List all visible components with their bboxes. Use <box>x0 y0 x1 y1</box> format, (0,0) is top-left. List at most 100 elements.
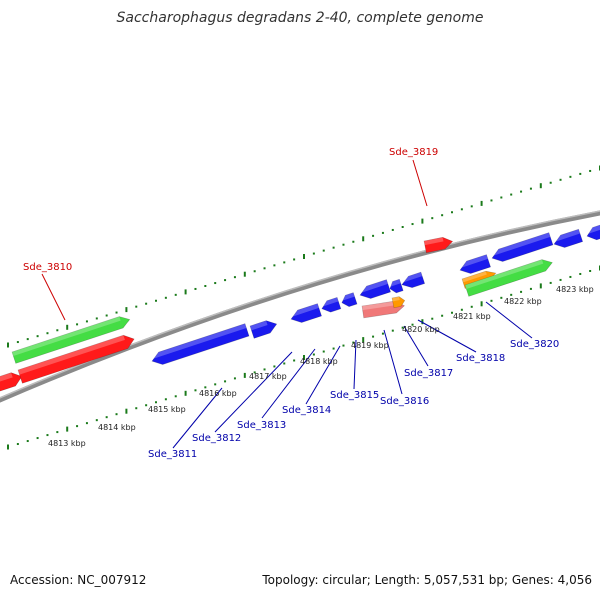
gene-blue-4-body <box>321 296 342 313</box>
sde3812-label: Sde_3812 <box>192 433 241 444</box>
gene-blue-3-shine <box>289 303 319 318</box>
sde3819-label: Sde_3819 <box>389 147 438 158</box>
page-title: Saccharophagus degradans 2-40, complete … <box>116 10 484 26</box>
sde3820-leader <box>485 301 533 339</box>
scale-label: 4817 kbp <box>249 372 287 381</box>
gene-red-left-edge <box>0 372 23 392</box>
gene-blue-7 <box>388 278 404 294</box>
gene-blue-10-body <box>491 232 554 262</box>
scale-label: 4820 kbp <box>402 325 440 334</box>
gene-blue-3-body <box>290 303 322 323</box>
sde3810-leader <box>41 273 66 321</box>
gene-blue-8-body <box>401 271 426 288</box>
sde3817-leader <box>403 325 429 367</box>
gene-blue-9-body <box>459 254 491 274</box>
sde3819-leader <box>412 159 428 207</box>
scale-label: 4823 kbp <box>556 285 594 294</box>
scale-label: 4822 kbp <box>504 297 542 306</box>
gene-orange-small-shine <box>392 296 400 302</box>
gene-sde3810-red-body <box>17 334 135 384</box>
scale-label: 4814 kbp <box>98 423 136 432</box>
sde3811-label: Sde_3811 <box>148 449 197 460</box>
gene-green-right-shine <box>465 259 544 289</box>
gene-red-left-edge-shine <box>0 372 13 383</box>
gene-blue-11-shine <box>552 229 581 243</box>
gene-sde3810-red <box>17 334 135 384</box>
label-leader-lines <box>41 159 533 449</box>
gene-blue-1-body <box>151 323 250 365</box>
sde3814-leader <box>305 345 341 405</box>
scale-label: 4816 kbp <box>199 389 237 398</box>
gene-blue-4-shine <box>320 297 339 307</box>
sde3812-leader <box>214 351 293 433</box>
gene-blue-1-shine <box>150 323 247 360</box>
gene-blue-9-shine <box>458 254 488 269</box>
gene-sde3819-red-body <box>423 236 454 254</box>
backbone-line <box>0 210 600 403</box>
sde3816-label: Sde_3816 <box>380 396 429 407</box>
gene-blue-12 <box>585 223 600 241</box>
gene-blue-5 <box>340 292 358 307</box>
gene-blue-10-shine <box>490 232 551 257</box>
sde3818-leader <box>417 319 477 353</box>
gene-blue-11 <box>552 228 584 248</box>
gene-blue-11-body <box>553 228 584 248</box>
gene-blue-12-shine <box>585 223 600 235</box>
gene-sde3810-red-shine <box>18 335 125 375</box>
backbone-highlight <box>0 210 600 399</box>
gene-blue-1 <box>150 323 250 365</box>
sde3810-label: Sde_3810 <box>23 262 72 273</box>
sde3815-leader <box>353 339 357 390</box>
tick-rows <box>7 165 600 450</box>
scale-label: 4819 kbp <box>351 341 389 350</box>
scale-labels: 4813 kbp 4814 kbp 4815 kbp 4816 kbp 4817 kbp… <box>48 285 594 448</box>
sde3811-leader <box>172 387 223 449</box>
gene-pink-shine <box>362 301 396 311</box>
gene-blue-7-body <box>389 278 404 294</box>
sde3820-label: Sde_3820 <box>510 339 559 350</box>
gene-blue-9 <box>458 254 491 274</box>
scale-label: 4815 kbp <box>148 405 186 414</box>
gene-features <box>0 223 600 392</box>
genome-backbone <box>0 210 600 403</box>
accession-text: Accession: NC_007912 <box>10 573 147 587</box>
gene-sde3819-red <box>423 236 454 254</box>
gene-green-right <box>464 259 553 297</box>
gene-blue-2-body <box>249 320 278 339</box>
gene-orange-small-body <box>391 296 406 309</box>
sde3818-label: Sde_3818 <box>456 353 505 364</box>
gene-blue-6-shine <box>358 279 388 294</box>
gene-green-left <box>11 316 131 364</box>
gene-blue-2 <box>249 320 278 339</box>
scale-label: 4818 kbp <box>300 357 338 366</box>
gene-blue-7-shine <box>388 279 401 287</box>
sde3813-leader <box>261 348 316 419</box>
scale-label: 4821 kbp <box>453 312 491 321</box>
gene-blue-5-shine <box>340 292 355 301</box>
gene-blue-3 <box>289 303 322 323</box>
sde3814-label: Sde_3814 <box>282 405 331 416</box>
gene-blue-6-body <box>359 279 391 299</box>
scale-label: 4813 kbp <box>48 439 86 448</box>
sde3816-leader <box>383 329 403 395</box>
gene-sde3819-red-shine <box>424 237 444 246</box>
gene-blue-2-shine <box>250 320 268 331</box>
gene-green-left-body <box>11 316 131 364</box>
gene-green-right-body <box>464 259 553 297</box>
sde3813-label: Sde_3813 <box>237 420 286 431</box>
topology-text: Topology: circular; Length: 5,057,531 bp… <box>262 573 592 587</box>
sde3815-label: Sde_3815 <box>330 390 379 401</box>
gene-orange-right-shine <box>462 271 487 283</box>
gene-blue-8-shine <box>400 272 423 283</box>
gene-blue-5-body <box>341 292 358 307</box>
gene-red-left-edge-body <box>0 372 23 392</box>
gene-blue-6 <box>358 279 391 299</box>
gene-labels: Sde_3810 Sde_3819 Sde_3811 Sde_3812 Sde_3813… <box>23 147 559 460</box>
gene-green-left-shine <box>12 316 121 356</box>
gene-blue-12-body <box>586 223 600 241</box>
gene-blue-4 <box>320 296 342 313</box>
sde3817-label: Sde_3817 <box>404 368 453 379</box>
gene-orange-small <box>391 296 406 309</box>
gene-blue-10 <box>490 232 554 262</box>
